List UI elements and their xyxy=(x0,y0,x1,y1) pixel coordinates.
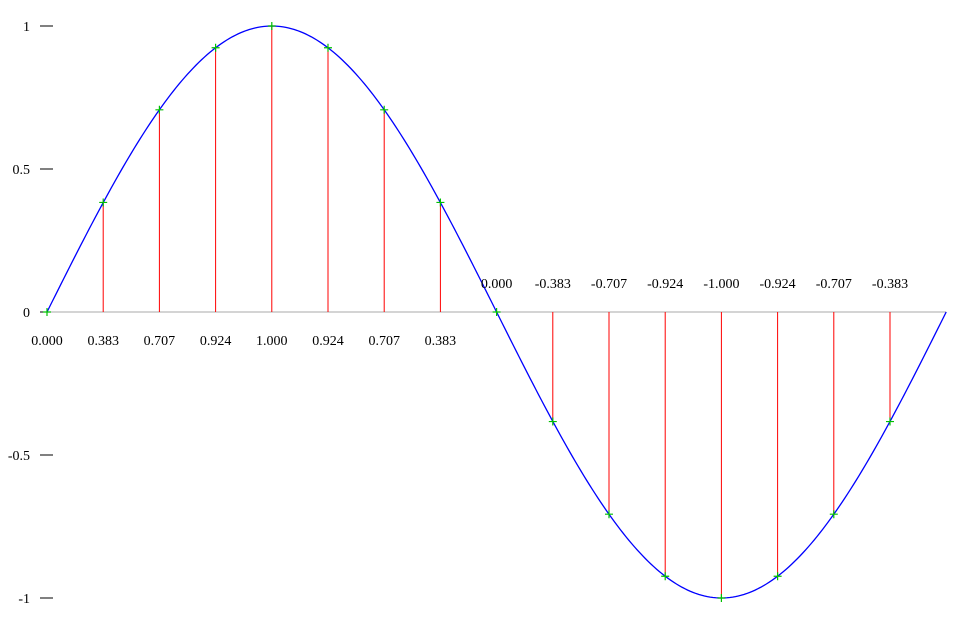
sample-marker xyxy=(436,198,445,207)
sample-marker xyxy=(211,43,220,52)
value-label: -0.383 xyxy=(872,277,908,292)
value-label: 0.924 xyxy=(200,334,232,349)
y-tick-label: -1 xyxy=(18,592,30,607)
sample-markers xyxy=(43,22,894,602)
value-label: 0.000 xyxy=(481,277,513,292)
sample-marker xyxy=(829,510,838,519)
value-label: 0.707 xyxy=(144,334,176,349)
sample-marker xyxy=(99,198,108,207)
sample-stems xyxy=(102,26,891,598)
value-label: -0.707 xyxy=(816,277,852,292)
y-tick-label: -0.5 xyxy=(8,449,30,464)
y-tick-label: 0 xyxy=(23,306,30,321)
value-label: -0.707 xyxy=(591,277,627,292)
value-label: 0.383 xyxy=(87,334,119,349)
y-axis: 1 0.5 0 -0.5 -1 xyxy=(8,20,53,607)
value-label: 1.000 xyxy=(256,334,288,349)
value-label: 0.707 xyxy=(368,334,400,349)
sample-marker xyxy=(661,572,670,581)
sample-marker xyxy=(717,594,726,602)
value-label: -0.383 xyxy=(535,277,571,292)
value-label: 0.924 xyxy=(312,334,344,349)
sample-marker xyxy=(155,105,164,114)
value-label: 0.383 xyxy=(425,334,457,349)
sample-marker xyxy=(267,22,276,30)
sample-marker xyxy=(380,105,389,114)
sample-marker xyxy=(43,308,51,316)
value-label: -0.924 xyxy=(647,277,683,292)
y-tick-label: 0.5 xyxy=(13,163,31,178)
value-labels: 0.000 0.383 0.707 0.924 1.000 0.924 0.707 0.383… xyxy=(31,277,908,349)
sample-marker xyxy=(492,308,501,316)
sample-marker xyxy=(773,572,782,581)
y-tick-label: 1 xyxy=(23,20,30,35)
value-label: -1.000 xyxy=(703,277,739,292)
value-label: -0.924 xyxy=(760,277,796,292)
sample-marker xyxy=(548,417,557,426)
sample-marker xyxy=(324,43,332,52)
sample-marker xyxy=(886,417,894,426)
sample-marker xyxy=(605,510,613,519)
value-label: 0.000 xyxy=(31,334,63,349)
